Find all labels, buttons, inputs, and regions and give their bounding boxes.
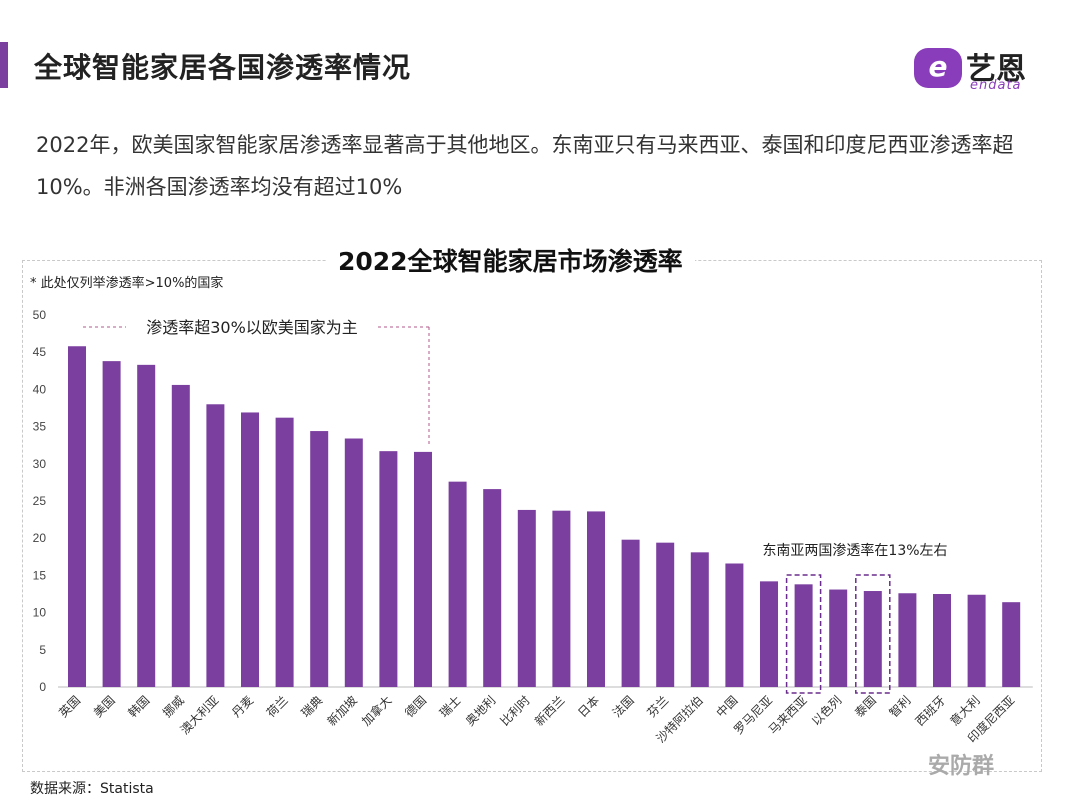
highlight-box-马来西亚 (785, 574, 822, 694)
bar-芬兰 (656, 542, 675, 687)
y-tick-label: 25 (33, 494, 47, 508)
x-tick-label: 加拿大 (358, 693, 394, 729)
x-tick-label: 德国 (402, 693, 430, 721)
bar-挪威 (171, 384, 190, 687)
x-tick-label: 澳大利亚 (178, 693, 222, 737)
bar-沙特阿拉伯 (690, 552, 709, 687)
bar-意大利 (967, 594, 986, 687)
logo-mark: e (928, 50, 948, 83)
x-tick-label: 英国 (56, 693, 83, 720)
bar-丹麦 (241, 412, 259, 687)
y-tick-label: 30 (33, 457, 47, 471)
bar-日本 (587, 511, 605, 687)
logo-english-name: endata (970, 78, 1022, 93)
x-tick-label: 马来西亚 (766, 693, 810, 737)
x-tick-label: 奥地利 (463, 693, 498, 728)
x-tick-label: 智利 (886, 693, 914, 721)
summary-text: 2022年，欧美国家智能家居渗透率显著高于其他地区。东南亚只有马来西亚、泰国和印… (36, 133, 1014, 199)
bar-韩国 (137, 364, 156, 687)
bar-荷兰 (275, 417, 294, 687)
x-tick-label: 西班牙 (913, 693, 948, 728)
y-tick-label: 20 (33, 531, 47, 545)
x-tick-label: 荷兰 (264, 693, 291, 720)
bar-瑞典 (310, 431, 329, 687)
x-tick-label: 韩国 (125, 693, 153, 721)
x-tick-label: 瑞士 (437, 693, 464, 720)
bar-印度尼西亚 (1002, 602, 1021, 687)
x-tick-label: 中国 (713, 693, 741, 721)
bar-英国 (68, 346, 86, 687)
highlight-box-泰国 (855, 574, 891, 694)
bar-马来西亚 (794, 584, 813, 687)
bar-泰国 (863, 591, 882, 687)
annotation-sea-text: 东南亚两国渗透率在13%左右 (762, 542, 947, 559)
bar-奥地利 (483, 489, 502, 687)
y-tick-label: 50 (33, 308, 47, 322)
bar-新西兰 (552, 510, 571, 687)
x-tick-label: 美国 (91, 693, 118, 720)
chart-title: 2022全球智能家居市场渗透率 (326, 242, 695, 278)
x-tick-label: 泰国 (852, 693, 879, 720)
bar-西班牙 (933, 594, 951, 687)
x-tick-label: 挪威 (160, 693, 187, 720)
bar-以色列 (829, 589, 848, 687)
bar-新加坡 (344, 438, 363, 687)
watermark: 安防群 (928, 754, 995, 779)
bar-智利 (898, 593, 917, 687)
bar-澳大利亚 (206, 404, 225, 687)
bar-法国 (621, 539, 640, 687)
bar-罗马尼亚 (760, 581, 778, 687)
y-tick-label: 0 (39, 680, 46, 694)
bar-比利时 (517, 509, 536, 687)
x-tick-label: 日本 (575, 693, 602, 720)
y-tick-label: 35 (33, 420, 47, 434)
x-tick-label: 芬兰 (644, 693, 671, 720)
y-tick-label: 5 (39, 643, 46, 657)
page-title: 全球智能家居各国渗透率情况 (34, 51, 412, 84)
endata-logo: e 艺恩 endata (914, 44, 1044, 96)
y-tick-label: 45 (33, 345, 47, 359)
annotation-west-text: 渗透率超30%以欧美国家为主 (146, 318, 358, 337)
bar-加拿大 (379, 451, 398, 687)
chart-note: * 此处仅列举渗透率>10%的国家 (30, 276, 224, 291)
y-tick-label: 40 (33, 382, 47, 396)
bar-美国 (102, 361, 121, 687)
x-tick-label: 新西兰 (531, 693, 567, 729)
x-tick-label: 新加坡 (324, 693, 360, 729)
y-tick-label: 15 (33, 568, 47, 582)
logo-badge-icon: e (914, 48, 962, 88)
logo-chinese-name: 艺恩 (966, 52, 1026, 87)
bar-瑞士 (448, 481, 467, 687)
x-tick-label: 以色列 (809, 693, 844, 728)
x-tick-label: 丹麦 (229, 693, 256, 720)
y-tick-label: 10 (33, 606, 47, 620)
x-tick-label: 法国 (610, 693, 637, 720)
source-note: 数据来源：Statista (30, 781, 154, 797)
title-accent-bar (0, 42, 8, 88)
bar-德国 (414, 451, 432, 687)
bar-中国 (725, 563, 744, 687)
x-tick-label: 瑞典 (298, 693, 325, 720)
x-tick-label: 比利时 (498, 693, 533, 728)
